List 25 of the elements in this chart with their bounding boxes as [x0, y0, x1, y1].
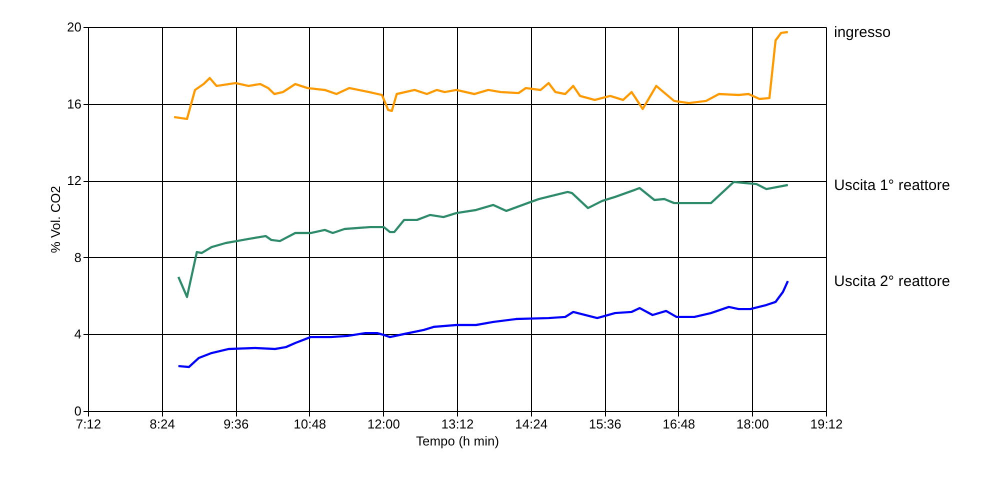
x-tick-label: 9:36 — [223, 416, 249, 432]
y-tick-label: 12 — [67, 173, 82, 188]
line-series — [177, 180, 789, 298]
line-series — [173, 30, 789, 120]
x-tick-label: 19:12 — [810, 416, 843, 432]
x-tick-label: 10:48 — [294, 416, 326, 432]
x-tick-label: 13:12 — [441, 416, 474, 432]
y-axis-title: % Vol. CO2 — [48, 186, 64, 254]
x-tick-label: 12:00 — [367, 416, 400, 432]
text: ingresso — [834, 24, 891, 41]
x-axis-title: Tempo (h min) — [416, 434, 500, 448]
x-tick-label: 8:24 — [150, 416, 175, 432]
x-tick-label: 14:24 — [515, 416, 548, 432]
line-series — [177, 280, 789, 368]
y-tick-label: 8 — [74, 250, 82, 265]
x-tick-label: 16:48 — [662, 416, 696, 432]
x-tick-label: 7:12 — [76, 416, 102, 432]
text: Uscita 1° reattore — [834, 177, 950, 194]
text: Uscita 2° reattore — [834, 273, 950, 290]
y-tick-label: 4 — [74, 326, 82, 342]
y-tick-label: 20 — [67, 20, 82, 34]
y-tick-label: 16 — [67, 96, 82, 112]
y-tick-label: 0 — [74, 404, 82, 418]
x-tick-label: 18:00 — [736, 416, 769, 432]
x-tick-label: 15:36 — [588, 416, 622, 432]
